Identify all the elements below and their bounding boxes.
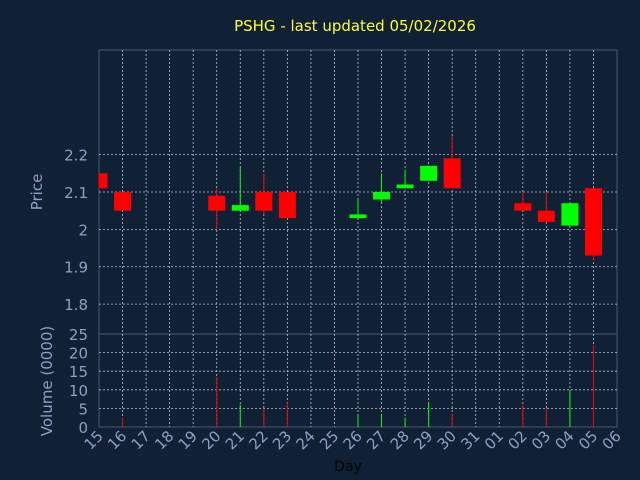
volume-tick-label: 0 <box>78 419 88 437</box>
candle-body <box>537 210 555 222</box>
x-tick-label: 04 <box>552 427 578 453</box>
candle-body <box>584 188 602 256</box>
candle-body <box>561 203 579 226</box>
x-tick-label: 01 <box>481 427 507 453</box>
candle-body <box>514 203 532 211</box>
price-tick-label: 2.2 <box>64 147 88 165</box>
candle-body <box>278 192 296 219</box>
x-tick-label: 19 <box>175 427 201 453</box>
x-tick-label: 21 <box>222 427 248 453</box>
volume-tick-label: 25 <box>69 326 88 344</box>
price-panel: 1.8 1.9 2 2.1 2.2 <box>64 49 618 335</box>
volume-tick-label: 10 <box>69 382 88 400</box>
x-tick-label: 29 <box>410 427 436 453</box>
x-tick-label: 27 <box>363 427 389 453</box>
candle-body <box>114 192 132 211</box>
candle-body <box>99 173 108 189</box>
x-tick-label: 02 <box>504 427 530 453</box>
candle-body <box>420 165 438 181</box>
candle-body <box>373 192 391 200</box>
x-tick-label: 20 <box>198 427 224 453</box>
candle-body <box>255 192 273 211</box>
x-tick-label: 25 <box>316 427 342 453</box>
x-tick-label: 26 <box>340 427 366 453</box>
x-tick-label: 30 <box>434 427 460 453</box>
chart-title: PSHG - last updated 05/02/2026 <box>234 17 476 35</box>
candle-body <box>396 184 414 189</box>
x-tick-label: 23 <box>269 427 295 453</box>
volume-tick-label: 20 <box>69 345 88 363</box>
candle-body <box>443 158 461 189</box>
x-tick-label: 16 <box>104 427 130 453</box>
x-tick-label: 17 <box>128 427 154 453</box>
candle-body <box>208 195 226 211</box>
x-tick-labels: 1516171819202122232425262728293031010203… <box>81 427 625 453</box>
y-axis-label-price: Price <box>28 174 46 211</box>
x-tick-label: 28 <box>387 427 413 453</box>
x-tick-label: 22 <box>245 427 271 453</box>
volume-tick-label: 15 <box>69 363 88 381</box>
volume-tick-label: 5 <box>78 400 88 418</box>
price-tick-label: 1.8 <box>64 296 88 314</box>
price-tick-label: 2 <box>78 221 88 239</box>
x-tick-label: 24 <box>293 427 319 453</box>
x-tick-label: 18 <box>151 427 177 453</box>
x-tick-label: 31 <box>457 427 483 453</box>
x-tick-label: 03 <box>528 427 554 453</box>
x-axis-label: Day <box>334 459 362 475</box>
candle-body <box>349 214 367 219</box>
x-tick-label: 05 <box>575 427 601 453</box>
y-axis-label-volume: Volume (0000) <box>38 326 56 436</box>
x-tick-label: 06 <box>599 427 625 453</box>
price-tick-label: 2.1 <box>64 184 88 202</box>
candle-body <box>231 205 249 211</box>
price-tick-label: 1.9 <box>64 259 88 277</box>
